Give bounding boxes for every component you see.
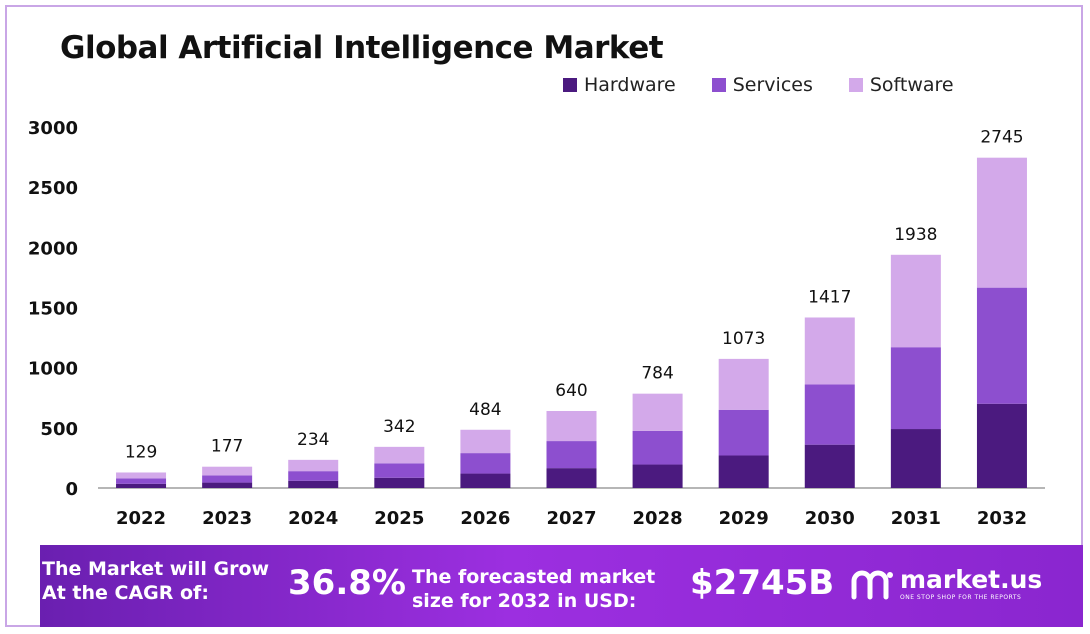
bar-hardware-2022	[116, 483, 167, 488]
forecast-value: $2745B	[690, 563, 835, 603]
total-label-2022: 129	[125, 442, 157, 462]
bar-hardware-2027	[546, 468, 597, 488]
bar-software-2022	[116, 472, 167, 479]
cagr-label-line1: The Market will Grow	[42, 558, 270, 580]
bar-services-2023	[202, 475, 253, 483]
legend-item-software: Software	[848, 74, 954, 96]
total-label-2026: 484	[469, 400, 501, 420]
x-tick-label-2030: 2030	[805, 508, 855, 529]
total-label-2025: 342	[383, 417, 415, 437]
total-label-2029: 1073	[722, 329, 765, 349]
summary-banner: The Market will Grow At the CAGR of: 36.…	[40, 545, 1083, 627]
bar-hardware-2030	[804, 444, 855, 488]
bar-services-2028	[632, 430, 683, 465]
y-tick-label: 2000	[28, 238, 78, 259]
legend-item-services: Services	[711, 74, 813, 96]
bar-software-2024	[288, 459, 339, 472]
x-tick-label-2025: 2025	[374, 508, 424, 529]
bar-hardware-2031	[890, 429, 941, 488]
logo-tagline: ONE STOP SHOP FOR THE REPORTS	[900, 594, 1022, 601]
bar-hardware-2028	[632, 464, 683, 488]
x-tick-label-2022: 2022	[116, 508, 166, 529]
x-tick-label-2032: 2032	[977, 508, 1027, 529]
bar-software-2032	[976, 157, 1027, 288]
bar-software-2026	[460, 429, 511, 454]
total-label-2030: 1417	[808, 287, 851, 307]
bar-hardware-2032	[976, 403, 1027, 488]
market-us-logo-icon	[851, 570, 893, 600]
y-tick-label: 1000	[28, 359, 78, 380]
cagr-label-line2: At the CAGR of:	[42, 582, 209, 604]
y-tick-label: 3000	[28, 118, 78, 139]
legend-swatch-hardware	[563, 78, 577, 92]
x-tick-label-2026: 2026	[460, 508, 510, 529]
bar-software-2025	[374, 446, 425, 464]
bar-software-2023	[202, 466, 253, 476]
bar-hardware-2023	[202, 482, 253, 488]
total-label-2024: 234	[297, 430, 329, 450]
x-tick-label-2027: 2027	[546, 508, 596, 529]
bar-software-2031	[890, 254, 941, 348]
y-tick-label: 500	[40, 419, 78, 440]
x-tick-label-2031: 2031	[891, 508, 941, 529]
legend-label-hardware: Hardware	[584, 74, 676, 96]
legend-swatch-software	[848, 78, 863, 92]
legend-swatch-services	[711, 78, 726, 92]
bar-hardware-2024	[288, 480, 339, 488]
bar-software-2028	[632, 393, 683, 431]
forecast-label-line2: size for 2032 in USD:	[412, 590, 637, 612]
chart-title: Global Artificial Intelligence Market	[60, 30, 664, 66]
y-tick-label: 0	[65, 479, 78, 500]
bar-services-2024	[288, 471, 339, 481]
bar-services-2032	[976, 287, 1027, 404]
bar-services-2025	[374, 463, 425, 478]
bar-services-2029	[718, 409, 769, 456]
x-tick-label-2024: 2024	[288, 508, 338, 529]
bar-software-2030	[804, 317, 855, 385]
legend-label-services: Services	[732, 74, 813, 96]
cagr-label: The Market will Grow At the CAGR of:	[42, 557, 269, 605]
bar-services-2031	[890, 347, 941, 430]
bar-software-2029	[718, 358, 769, 410]
legend-item-hardware: Hardware	[563, 74, 676, 96]
bar-services-2027	[546, 441, 597, 469]
logo-text: market.us	[900, 565, 1043, 594]
bar-software-2027	[546, 410, 597, 442]
total-label-2028: 784	[641, 364, 673, 384]
bar-services-2026	[460, 453, 511, 474]
total-label-2032: 2745	[980, 128, 1023, 148]
bar-services-2030	[804, 384, 855, 445]
x-tick-label-2029: 2029	[719, 508, 769, 529]
x-tick-label-2023: 2023	[202, 508, 252, 529]
bar-hardware-2026	[460, 473, 511, 488]
bar-services-2022	[116, 478, 167, 484]
total-label-2027: 640	[555, 381, 587, 401]
chart-legend: Hardware Services Software	[563, 74, 954, 96]
y-tick-label: 1500	[28, 299, 78, 320]
legend-label-software: Software	[869, 74, 954, 96]
forecast-label-line1: The forecasted market	[412, 566, 656, 588]
bar-hardware-2025	[374, 477, 425, 488]
bar-hardware-2029	[718, 455, 769, 488]
total-label-2031: 1938	[894, 225, 937, 245]
cagr-value: 36.8%	[288, 563, 406, 603]
y-tick-label: 2500	[28, 178, 78, 199]
total-label-2023: 177	[211, 437, 243, 457]
x-tick-label-2028: 2028	[633, 508, 683, 529]
forecast-label: The forecasted market size for 2032 in U…	[412, 565, 655, 613]
market-us-logo: market.us ONE STOP SHOP FOR THE REPORTS	[850, 567, 1042, 601]
